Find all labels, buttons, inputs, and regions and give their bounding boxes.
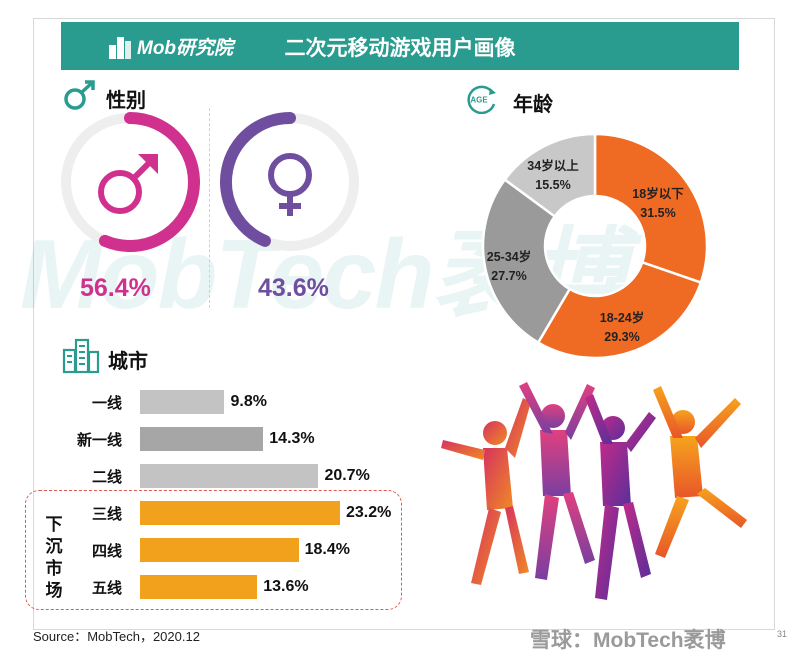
age-label-34plus-pct: 15.5% xyxy=(535,178,571,192)
age-label-under18-name: 18岁以下 xyxy=(632,187,684,201)
city-bar-row: 新一线 14.3% xyxy=(40,427,315,451)
age-slice-25-34 xyxy=(481,177,572,345)
page-number: 31 xyxy=(777,629,788,639)
logo: Mob研究院 xyxy=(109,33,233,60)
dancer-3 xyxy=(585,394,656,600)
city-bar-category: 新一线 xyxy=(76,431,122,449)
city-bar-category: 二线 xyxy=(91,468,122,486)
age-label-25-34-name: 25-34岁 xyxy=(486,250,532,264)
city-bar-category: 一线 xyxy=(91,394,122,412)
gender-divider xyxy=(209,108,210,308)
sink-market-box xyxy=(25,490,402,610)
city-bar xyxy=(140,501,340,525)
age-donut-chart xyxy=(481,132,709,360)
source-note: Source：MobTech，2020.12 xyxy=(33,629,200,644)
female-percentage: 43.6% xyxy=(258,274,329,302)
page-title: 二次元移动游戏用户画像 xyxy=(284,37,516,60)
city-title: 城市 xyxy=(108,351,148,373)
age-label-25-34-pct: 27.7% xyxy=(491,269,527,283)
city-bar-row: 四线 18.4% xyxy=(40,538,350,562)
dancer-2 xyxy=(519,382,595,580)
male-symbol-icon xyxy=(64,80,95,110)
age-slice-34plus xyxy=(503,132,597,219)
age-title: 年龄 xyxy=(513,94,553,116)
city-bar-value: 20.7% xyxy=(324,467,370,484)
city-bar xyxy=(140,390,225,414)
age-icon: AGE xyxy=(467,85,496,114)
footer-watermark: 雪球：MobTech袤博 xyxy=(530,629,726,652)
city-bar-row: 五线 13.6% xyxy=(40,575,309,599)
city-bar xyxy=(140,427,264,451)
age-label-under18-pct: 31.5% xyxy=(640,206,676,220)
dancers-illustration xyxy=(441,382,747,600)
building-logo-icon xyxy=(109,36,131,59)
city-bar-value: 9.8% xyxy=(230,393,267,410)
gender-title: 性别 xyxy=(106,90,146,112)
age-label-18-24-pct: 29.3% xyxy=(604,330,640,344)
city-bar-category: 四线 xyxy=(91,542,122,560)
male-percentage: 56.4% xyxy=(80,274,151,302)
male-ring-arc xyxy=(98,112,200,252)
dancer-4 xyxy=(653,386,747,558)
dancer-1 xyxy=(441,398,531,585)
male-ring-chart xyxy=(61,112,200,252)
city-bar-value: 23.2% xyxy=(346,504,392,521)
age-label-34plus-name: 34岁以上 xyxy=(527,159,579,173)
female-ring-chart xyxy=(220,112,359,251)
male-icon xyxy=(98,154,158,214)
sink-market-label: 下沉市场 xyxy=(45,515,63,600)
age-slice-18-24 xyxy=(536,260,703,360)
slide-frame xyxy=(33,18,775,630)
city-bar-row: 一线 9.8% xyxy=(40,390,267,414)
city-bar-category: 三线 xyxy=(91,505,122,523)
city-bar xyxy=(140,538,299,562)
age-label-34plus: 34岁以上 15.5% xyxy=(498,157,608,195)
city-bar-category: 五线 xyxy=(91,579,122,597)
logo-text: Mob研究院 xyxy=(137,38,234,59)
city-bar-value: 13.6% xyxy=(263,578,309,595)
city-bar-value: 18.4% xyxy=(304,541,350,558)
city-bar xyxy=(140,464,319,488)
age-slice-under18 xyxy=(593,132,709,285)
city-bar xyxy=(140,575,258,599)
header-bar: Mob研究院 二次元移动游戏用户画像 xyxy=(61,22,739,70)
age-label-18-24-name: 18-24岁 xyxy=(599,311,645,325)
female-ring-arc xyxy=(220,112,296,247)
female-icon xyxy=(268,153,312,216)
age-icon-text: AGE xyxy=(470,96,488,105)
city-bar-row: 三线 23.2% xyxy=(40,501,391,525)
age-label-18-24: 18-24岁 29.3% xyxy=(567,309,677,347)
city-bar-row: 二线 20.7% xyxy=(40,464,370,488)
age-label-under18: 18岁以下 31.5% xyxy=(603,185,713,223)
city-buildings-icon xyxy=(62,338,100,374)
city-bar-value: 14.3% xyxy=(269,430,315,447)
age-label-25-34: 25-34岁 27.7% xyxy=(454,248,564,286)
